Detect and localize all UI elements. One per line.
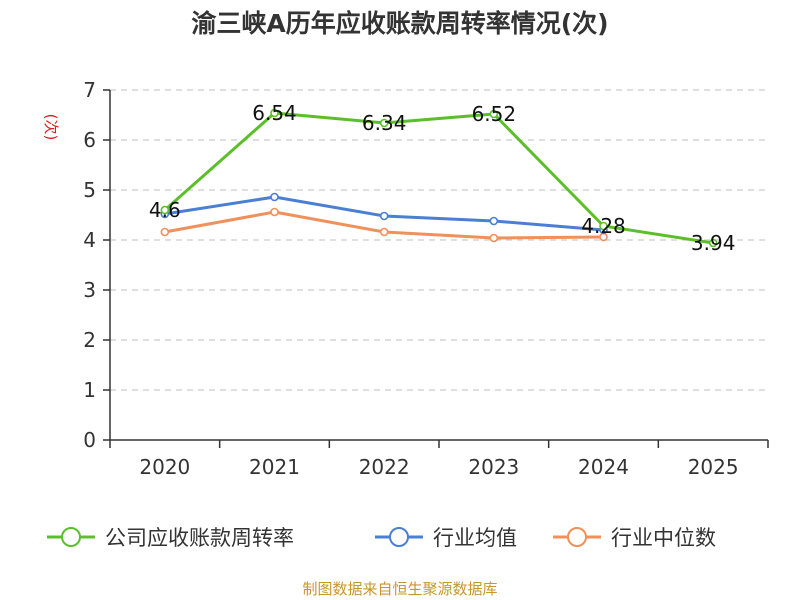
legend-item-0: 公司应收账款周转率: [47, 526, 294, 550]
data-point: [160, 205, 170, 215]
data-point: [270, 108, 279, 118]
legend: 公司应收账款周转率 行业均值 行业中位数: [47, 526, 716, 550]
data-label: 6.54: [252, 101, 297, 125]
legend-swatch-marker: [567, 527, 587, 547]
y-tick-label: 3: [83, 278, 96, 302]
y-tick-label: 6: [83, 128, 96, 152]
data-point: [379, 227, 389, 237]
data-label: 3.94: [691, 231, 736, 255]
x-tick-label: 2023: [468, 455, 519, 479]
data-labels: 4.6 6.54 6.34 6.52 4.28 3.94: [149, 101, 736, 255]
series-0: [160, 108, 718, 248]
x-tick-label: 2021: [249, 455, 300, 479]
data-point: [270, 192, 279, 202]
data-point: [489, 216, 499, 226]
x-tick-label: 2025: [688, 455, 739, 479]
data-point: [708, 238, 718, 248]
chart-title: 渝三峡A历年应收账款周转率情况(次): [191, 9, 608, 38]
data-label: 4.6: [149, 198, 181, 222]
legend-label: 行业中位数: [611, 526, 716, 550]
legend-item-2: 行业中位数: [553, 526, 716, 550]
y-tick-label: 4: [83, 228, 96, 252]
data-point: [379, 118, 389, 128]
x-tick-label: 2022: [359, 455, 410, 479]
data-label: 4.28: [581, 214, 626, 238]
y-tick-label: 7: [83, 78, 96, 102]
data-label: 6.52: [472, 102, 517, 126]
series-2: [160, 207, 608, 243]
legend-item-1: 行业均值: [375, 526, 517, 550]
series-1: [160, 192, 608, 235]
data-point: [270, 207, 279, 217]
grid-lines: [110, 89, 768, 391]
source-note: 制图数据来自恒生聚源数据库: [302, 580, 497, 598]
y-axis-unit: (次): [42, 114, 60, 141]
x-tick-label: 2024: [578, 455, 629, 479]
legend-label: 公司应收账款周转率: [105, 526, 294, 550]
data-point: [489, 233, 499, 243]
x-tick-label: 2020: [139, 455, 190, 479]
y-tick-label: 5: [83, 178, 96, 202]
legend-swatch-marker: [61, 527, 81, 547]
y-tick-label: 1: [83, 378, 96, 402]
y-tick-label: 0: [83, 428, 96, 452]
data-point: [599, 221, 608, 231]
axes: 0 1 2 3 4 5 6 7 2020 2021 2022 2023 2024 2025: [83, 78, 769, 479]
series-lines: [160, 108, 718, 248]
data-point: [160, 227, 170, 237]
data-label: 6.34: [362, 111, 407, 135]
data-point: [379, 211, 389, 221]
legend-swatch-marker: [389, 527, 409, 547]
legend-label: 行业均值: [433, 526, 517, 550]
y-tick-label: 2: [83, 328, 96, 352]
series-line: [163, 111, 714, 245]
data-point: [489, 109, 499, 119]
